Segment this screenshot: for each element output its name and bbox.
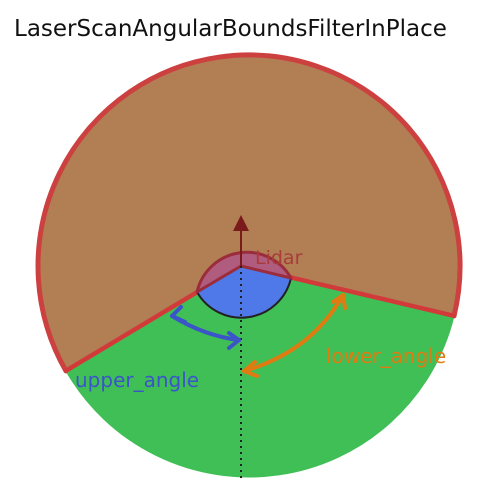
lower-angle-arrowhead-top [331,293,347,310]
inner-region-outline [196,277,292,319]
lower-angle-label: lower_angle [326,344,446,368]
diagram-title: LaserScanAngularBoundsFilterInPlace [14,16,447,42]
lower-angle-arrowhead-left [242,360,259,378]
lidar-label: Lidar [255,247,303,269]
lidar-body [195,250,293,294]
lower-angle-arc [242,293,345,373]
upper-angle-arrowhead-right [227,331,241,350]
upper-angle-label: upper_angle [75,368,199,392]
kept-region [65,265,455,478]
upper-angle-arrowhead-left [170,305,187,324]
